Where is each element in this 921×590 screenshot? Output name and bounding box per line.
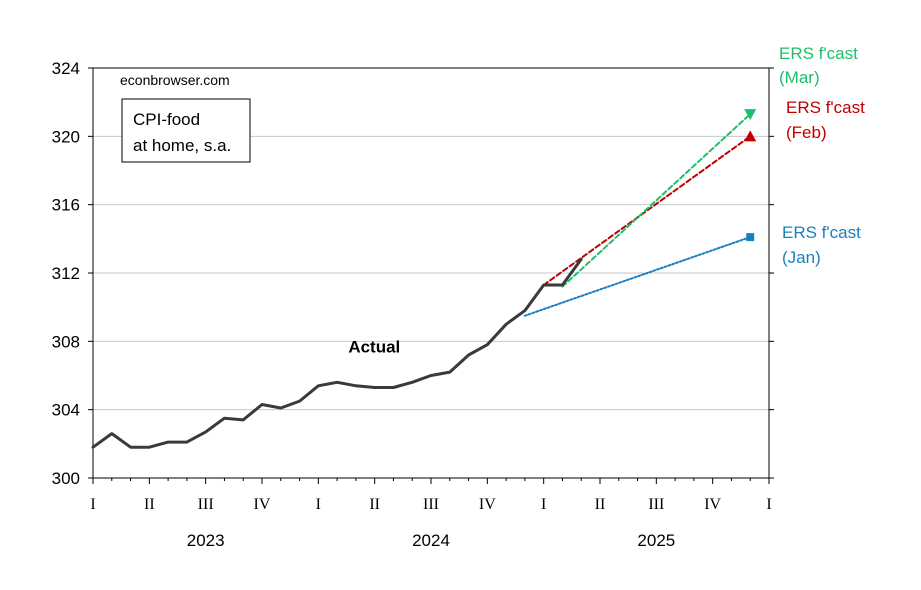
x-year-label: 2024 — [412, 531, 450, 550]
x-quarter-label: III — [648, 496, 664, 513]
x-quarter-label: I — [766, 496, 771, 513]
y-tick-label: 300 — [52, 469, 80, 488]
series-line-mar — [562, 114, 750, 287]
y-tick-label: 308 — [52, 332, 80, 351]
x-quarter-label: I — [90, 496, 95, 513]
series-line-feb — [544, 136, 751, 285]
forecast-feb-label-line-1: ERS f'cast — [786, 98, 865, 117]
forecast-mar-label-line-1: ERS f'cast — [779, 44, 858, 63]
y-tick-label: 304 — [52, 401, 80, 420]
grid — [93, 136, 769, 409]
x-quarter-label: I — [316, 496, 321, 513]
marker-jan — [746, 233, 754, 241]
legend-box-line-2: at home, s.a. — [133, 136, 231, 155]
x-quarter-label: IV — [704, 496, 721, 513]
series-line-jan — [525, 237, 750, 316]
legend-box-line-1: CPI-food — [133, 110, 200, 129]
series-layer — [93, 114, 750, 447]
x-quarter-label: II — [369, 496, 380, 513]
actual-series-label: Actual — [348, 337, 400, 356]
x-quarter-label: II — [144, 496, 155, 513]
x-quarter-label: III — [198, 496, 214, 513]
series-line-actual — [93, 259, 581, 447]
x-quarter-label: I — [541, 496, 546, 513]
x-quarter-label: III — [423, 496, 439, 513]
legend-box: CPI-food at home, s.a. — [122, 99, 250, 162]
y-tick-label: 316 — [52, 196, 80, 215]
markers-layer — [744, 109, 756, 241]
forecast-mar-label-line-2: (Mar) — [779, 68, 820, 87]
x-quarter-label: II — [595, 496, 606, 513]
x-quarter-label: IV — [254, 496, 271, 513]
y-tick-label: 320 — [52, 127, 80, 146]
x-axis: IIIIIIIVIIIIIIIVIIIIIIIVI202320242025 — [90, 478, 771, 550]
x-quarter-label: IV — [479, 496, 496, 513]
forecast-jan-label-line-2: (Jan) — [782, 248, 821, 267]
x-year-label: 2025 — [637, 531, 675, 550]
forecast-feb-label-line-2: (Feb) — [786, 123, 827, 142]
forecast-jan-label-line-1: ERS f'cast — [782, 223, 861, 242]
y-tick-label: 324 — [52, 59, 80, 78]
x-year-label: 2023 — [187, 531, 225, 550]
y-tick-label: 312 — [52, 264, 80, 283]
watermark: econbrowser.com — [120, 72, 230, 88]
forecast-labels: ERS f'cast (Mar) ERS f'cast (Feb) ERS f'… — [779, 44, 865, 267]
